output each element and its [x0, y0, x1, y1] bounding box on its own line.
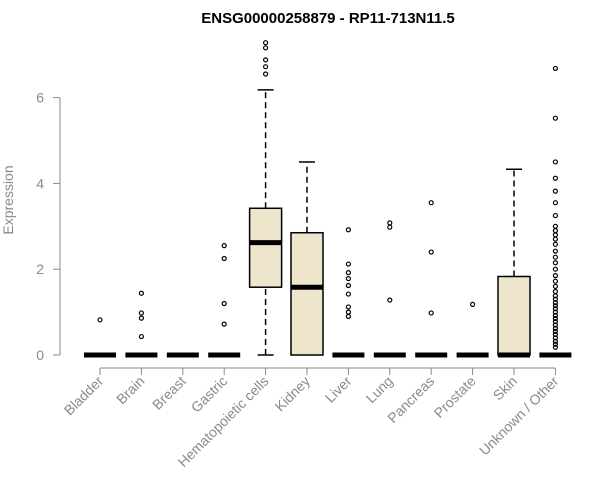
outlier-point: [387, 297, 393, 303]
box-group: [290, 161, 324, 356]
outlier-point: [345, 270, 351, 276]
outlier-point: [221, 255, 227, 262]
outlier-point: [138, 290, 144, 296]
outlier-point: [345, 282, 351, 289]
outlier-point: [552, 65, 559, 72]
outlier-point: [428, 249, 434, 255]
outlier-point: [552, 223, 559, 229]
outlier-point: [552, 260, 559, 266]
outlier-point: [552, 266, 559, 272]
outlier-point: [552, 283, 559, 289]
outlier-point: [345, 309, 351, 315]
outlier-point: [552, 338, 559, 344]
outlier-point: [345, 291, 351, 297]
box-group: [84, 317, 116, 358]
outlier-point: [345, 276, 351, 282]
box-iqr: [290, 231, 324, 356]
outlier-point: [552, 232, 559, 238]
outlier-point: [138, 310, 144, 316]
box-group: [415, 200, 448, 358]
outlier-point: [552, 241, 559, 247]
outlier-point: [552, 278, 559, 284]
x-category-label: Skin: [490, 373, 521, 404]
outlier-point: [552, 248, 559, 254]
outlier-point: [552, 227, 559, 234]
y-tick-label: 2: [36, 261, 44, 277]
outlier-point: [552, 288, 559, 295]
box-series: [84, 40, 572, 358]
outlier-point: [552, 159, 559, 165]
box-group: [208, 243, 241, 358]
outlier-point: [552, 315, 559, 322]
outlier-point: [263, 57, 269, 63]
x-category-label: Breast: [149, 373, 189, 413]
outlier-point: [97, 317, 103, 323]
outlier-point: [428, 200, 434, 206]
outlier-point: [552, 115, 559, 121]
outlier-point: [221, 321, 227, 327]
outlier-point: [552, 300, 559, 306]
outlier-point: [387, 220, 393, 226]
y-axis: 0 2 4 6: [36, 90, 61, 363]
x-category-label: Liver: [322, 373, 355, 406]
outlier-point: [221, 243, 227, 249]
box-group: [373, 220, 406, 358]
outlier-point: [552, 212, 559, 219]
box-group: [497, 168, 531, 358]
outlier-point: [552, 175, 559, 181]
outlier-point: [263, 71, 269, 77]
x-category-label: Kidney: [272, 373, 314, 415]
outlier-point: [552, 200, 559, 206]
outlier-point: [552, 236, 559, 242]
outlier-point: [263, 64, 269, 70]
outlier-point: [263, 45, 269, 51]
box-group: [456, 301, 489, 358]
box-group: [539, 65, 572, 358]
box-iqr: [248, 207, 283, 288]
outlier-point: [138, 333, 144, 340]
outlier-point: [552, 254, 559, 260]
chart-title: ENSG00000258879 - RP11-713N11.5: [201, 10, 455, 27]
x-category-label: Prostate: [431, 373, 479, 421]
outlier-point: [263, 40, 269, 46]
y-tick-label: 0: [36, 347, 44, 363]
outlier-point: [345, 261, 351, 267]
x-category-label: Brain: [113, 373, 147, 407]
outlier-point: [387, 224, 393, 230]
x-category-label: Lung: [363, 373, 396, 406]
box-group: [125, 290, 158, 358]
outlier-point: [552, 273, 559, 279]
outlier-point: [345, 304, 351, 310]
outlier-point: [345, 313, 351, 319]
outlier-point: [428, 310, 434, 316]
outlier-point: [552, 312, 559, 319]
outlier-point: [345, 227, 351, 233]
y-axis-label: Expression: [0, 165, 16, 234]
outlier-point: [470, 301, 476, 307]
outlier-point: [552, 188, 559, 194]
outlier-point: [552, 341, 559, 347]
x-category-label: Unknown / Other: [476, 373, 562, 459]
outlier-point: [552, 303, 559, 309]
box-iqr: [497, 275, 531, 356]
outlier-point: [552, 325, 559, 332]
box-group: [332, 227, 365, 358]
outlier-point: [552, 328, 559, 335]
y-tick-label: 6: [36, 90, 44, 106]
y-tick-label: 4: [36, 175, 44, 191]
box-group: [248, 40, 283, 356]
outlier-point: [138, 315, 144, 321]
x-category-label: Bladder: [61, 373, 107, 419]
outlier-point: [552, 344, 559, 350]
outlier-point: [221, 300, 227, 307]
